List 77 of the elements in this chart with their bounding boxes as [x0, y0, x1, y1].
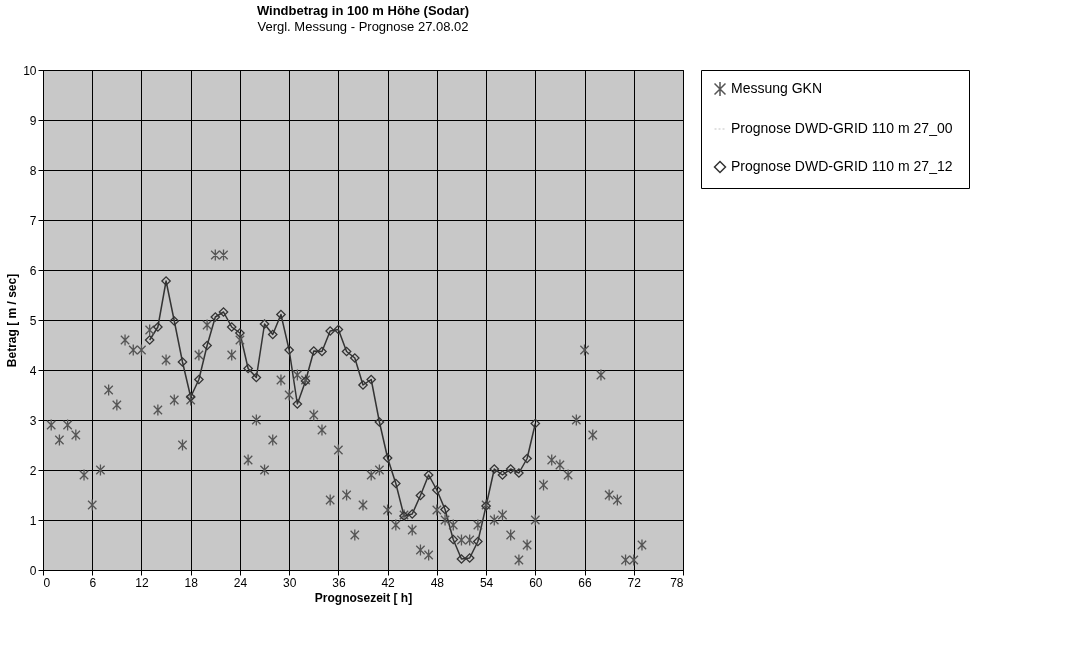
point	[308, 346, 319, 356]
point	[144, 335, 155, 345]
point	[284, 345, 294, 355]
point	[440, 504, 450, 515]
x-tick-label: 30	[282, 575, 297, 590]
point	[202, 340, 212, 351]
point	[276, 309, 286, 320]
point	[489, 464, 500, 474]
y-tick-label: 4	[29, 363, 37, 378]
y-tick-label: 7	[29, 213, 37, 228]
point	[473, 536, 483, 547]
x-tick-label: 24	[233, 575, 248, 590]
y-tick-label: 5	[29, 313, 37, 328]
point	[153, 322, 163, 332]
x-tick-label: 60	[529, 575, 543, 590]
x-tick-label: 42	[381, 575, 396, 590]
point	[177, 357, 188, 367]
point	[382, 453, 393, 463]
x-tick-label: 6	[89, 575, 97, 590]
y-tick-label: 1	[29, 513, 37, 528]
point	[358, 380, 368, 390]
point	[317, 346, 327, 357]
point	[432, 485, 442, 495]
point	[169, 316, 180, 326]
chart-title: Windbetrag in 100 m Höhe (Sodar)	[256, 3, 470, 18]
x-tick-label: 12	[135, 575, 149, 590]
legend-label: Messung GKN	[731, 80, 823, 96]
legend-label: Prognose DWD-GRID 110 m 27_12	[731, 158, 953, 174]
x-tick-label: 72	[627, 575, 642, 590]
point	[390, 478, 401, 489]
point	[423, 470, 434, 480]
legend-label: Prognose DWD-GRID 110 m 27_00	[731, 120, 953, 136]
point	[415, 490, 426, 501]
y-tick-label: 2	[29, 463, 37, 478]
y-axis-title: Betrag [ m / sec]	[5, 273, 20, 368]
x-tick-label: 48	[430, 575, 445, 590]
point	[514, 468, 524, 478]
point	[235, 328, 245, 338]
y-tick-label: 9	[29, 113, 37, 128]
point	[161, 276, 171, 286]
point	[185, 392, 196, 402]
chart-subtitle: Vergl. Messung - Prognose 27.08.02	[257, 19, 469, 34]
point	[259, 319, 270, 329]
point	[374, 417, 385, 427]
x-tick-label: 36	[332, 575, 346, 590]
point	[194, 374, 204, 385]
point	[243, 363, 253, 374]
x-tick-label: 0	[43, 575, 51, 590]
point	[325, 326, 336, 336]
point	[456, 554, 467, 564]
point	[349, 353, 360, 363]
point	[448, 534, 459, 545]
y-tick-label: 0	[29, 563, 37, 578]
point	[407, 509, 418, 519]
point	[366, 374, 377, 385]
point	[333, 324, 344, 335]
point	[505, 464, 516, 474]
point	[251, 372, 262, 383]
x-axis-title: Prognosezeit [ h]	[314, 590, 413, 605]
point	[497, 470, 508, 480]
point	[218, 307, 229, 317]
x-tick-label: 78	[670, 575, 684, 590]
x-tick-label: 66	[578, 575, 593, 590]
y-tick-label: 8	[29, 163, 37, 178]
point	[341, 346, 352, 357]
point	[267, 329, 278, 340]
x-tick-label: 54	[479, 575, 494, 590]
point	[226, 322, 237, 332]
point	[530, 418, 541, 429]
y-tick-label: 6	[29, 263, 37, 278]
point	[292, 399, 303, 409]
point	[522, 453, 532, 464]
point	[464, 553, 475, 563]
point	[210, 312, 221, 322]
y-tick-label: 3	[29, 413, 37, 428]
x-tick-label: 18	[184, 575, 199, 590]
y-tick-label: 10	[23, 63, 37, 78]
